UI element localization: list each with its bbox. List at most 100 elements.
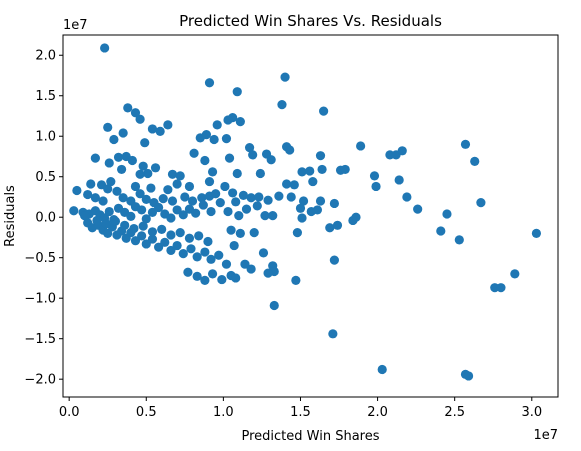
y-tick-label: −1.5 — [24, 332, 56, 347]
scatter-point-3 — [103, 122, 113, 132]
scatter-point-102 — [110, 216, 121, 226]
scatter-point-161 — [248, 150, 258, 160]
scatter-point-192 — [329, 255, 339, 265]
scatter-point-151 — [235, 228, 245, 239]
x-tick-label: 3.0 — [521, 405, 542, 420]
scatter-point-183 — [315, 196, 326, 206]
x-tick-label: 2.5 — [444, 405, 465, 420]
scatter-point-197 — [369, 171, 380, 181]
scatter-point-7 — [155, 126, 165, 136]
scatter-point-137 — [228, 188, 238, 198]
scatter-point-150 — [226, 225, 236, 235]
x-axis-ticks: 0.0 0.5 1.0 1.5 2.0 2.5 3.0 — [59, 397, 542, 420]
scatter-point-30 — [172, 179, 182, 189]
scatter-point-171 — [286, 192, 296, 202]
scatter-point-110 — [184, 233, 195, 243]
scatter-point-48 — [211, 189, 221, 199]
scatter-point-89 — [160, 237, 170, 247]
scatter-point-141 — [263, 195, 273, 205]
scatter-point-147 — [252, 201, 262, 211]
scatter-point-112 — [203, 236, 213, 247]
scatter-point-46 — [197, 193, 207, 203]
scatter-point-116 — [207, 269, 218, 279]
scatter-point-191 — [269, 300, 279, 311]
scatter-point-86 — [141, 239, 151, 249]
y-tick-label: 2.0 — [35, 49, 56, 64]
scatter-point-39 — [135, 189, 145, 199]
scatter-point-216 — [510, 269, 520, 279]
scatter-point-117 — [217, 274, 227, 285]
scatter-point-115 — [200, 275, 210, 285]
scatter-point-132 — [224, 153, 235, 163]
scatter-point-144 — [223, 206, 233, 217]
scatter-point-131 — [200, 155, 210, 166]
y-tick-label: 0.5 — [35, 170, 56, 185]
scatter-point-213 — [476, 198, 486, 208]
scatter-point-208 — [454, 235, 464, 245]
scatter-point-95 — [200, 247, 210, 257]
scatter-point-119 — [231, 273, 241, 283]
scatter-point-103 — [120, 220, 130, 230]
scatter-point-125 — [212, 120, 222, 130]
scatter-point-165 — [277, 100, 287, 110]
scatter-point-113 — [183, 267, 193, 277]
scatter-point-6 — [147, 124, 158, 134]
x-tick-label: 1.5 — [290, 405, 311, 420]
scatter-point-185 — [329, 198, 339, 209]
scatter-point-104 — [129, 223, 139, 234]
scatter-point-49 — [69, 206, 79, 216]
scatter-point-139 — [246, 193, 256, 203]
scatter-point-14 — [127, 155, 137, 166]
scatter-point-16 — [117, 164, 127, 175]
scatter-point-67 — [172, 205, 182, 215]
scatter-point-162 — [255, 168, 265, 179]
scatter-point-28 — [146, 183, 156, 193]
x-tick-label: 2.0 — [367, 405, 388, 420]
scatter-point-215 — [496, 283, 506, 293]
scatter-point-164 — [266, 155, 276, 165]
scatter-point-35 — [98, 196, 108, 206]
scatter-point-154 — [240, 259, 250, 269]
scatter-point-124 — [235, 117, 245, 127]
y-axis-offset-label: 1e7 — [63, 18, 88, 33]
scatter-point-36 — [103, 184, 113, 194]
scatter-point-153 — [229, 240, 239, 251]
scatter-point-114 — [192, 271, 202, 281]
scatter-point-44 — [180, 192, 190, 202]
y-tick-label: −0.5 — [24, 251, 56, 266]
scatter-point-21 — [167, 169, 178, 179]
scatter-point-2 — [130, 108, 141, 118]
scatter-point-134 — [232, 168, 242, 179]
scatter-point-145 — [234, 211, 244, 221]
scatter-point-107 — [157, 224, 167, 234]
y-axis-ticks: −2.0 −1.5 −1.0 −0.5 0.0 0.5 1.0 1.5 2.0 — [24, 49, 63, 388]
scatter-point-121 — [232, 87, 242, 97]
scatter-point-40 — [141, 194, 151, 204]
scatter-point-29 — [163, 185, 173, 195]
scatter-point-123 — [223, 115, 233, 125]
scatter-point-18 — [135, 169, 145, 179]
y-tick-label: 1.0 — [35, 130, 56, 145]
scatter-point-209 — [460, 139, 471, 149]
scatter-point-176 — [317, 164, 327, 175]
scatter-point-105 — [138, 221, 148, 231]
scatter-point-109 — [175, 228, 185, 238]
scatter-point-15 — [104, 158, 114, 168]
scatter-point-143 — [231, 197, 241, 207]
scatter-point-173 — [305, 166, 315, 176]
scatter-point-9 — [140, 138, 150, 148]
scatter-point-159 — [263, 268, 273, 278]
scatter-point-138 — [238, 190, 249, 200]
scatter-point-91 — [172, 240, 182, 251]
scatter-point-149 — [268, 211, 278, 221]
scatter-point-207 — [442, 209, 452, 219]
scatter-point-34 — [90, 193, 100, 203]
x-tick-label: 0.0 — [59, 405, 80, 420]
scatter-point-193 — [328, 329, 338, 339]
plot-frame — [62, 34, 559, 398]
scatter-point-136 — [220, 181, 230, 192]
scatter-point-140 — [254, 192, 264, 202]
scatter-point-94 — [192, 252, 202, 262]
scatter-point-106 — [147, 227, 158, 237]
scatter-point-120 — [204, 78, 215, 88]
